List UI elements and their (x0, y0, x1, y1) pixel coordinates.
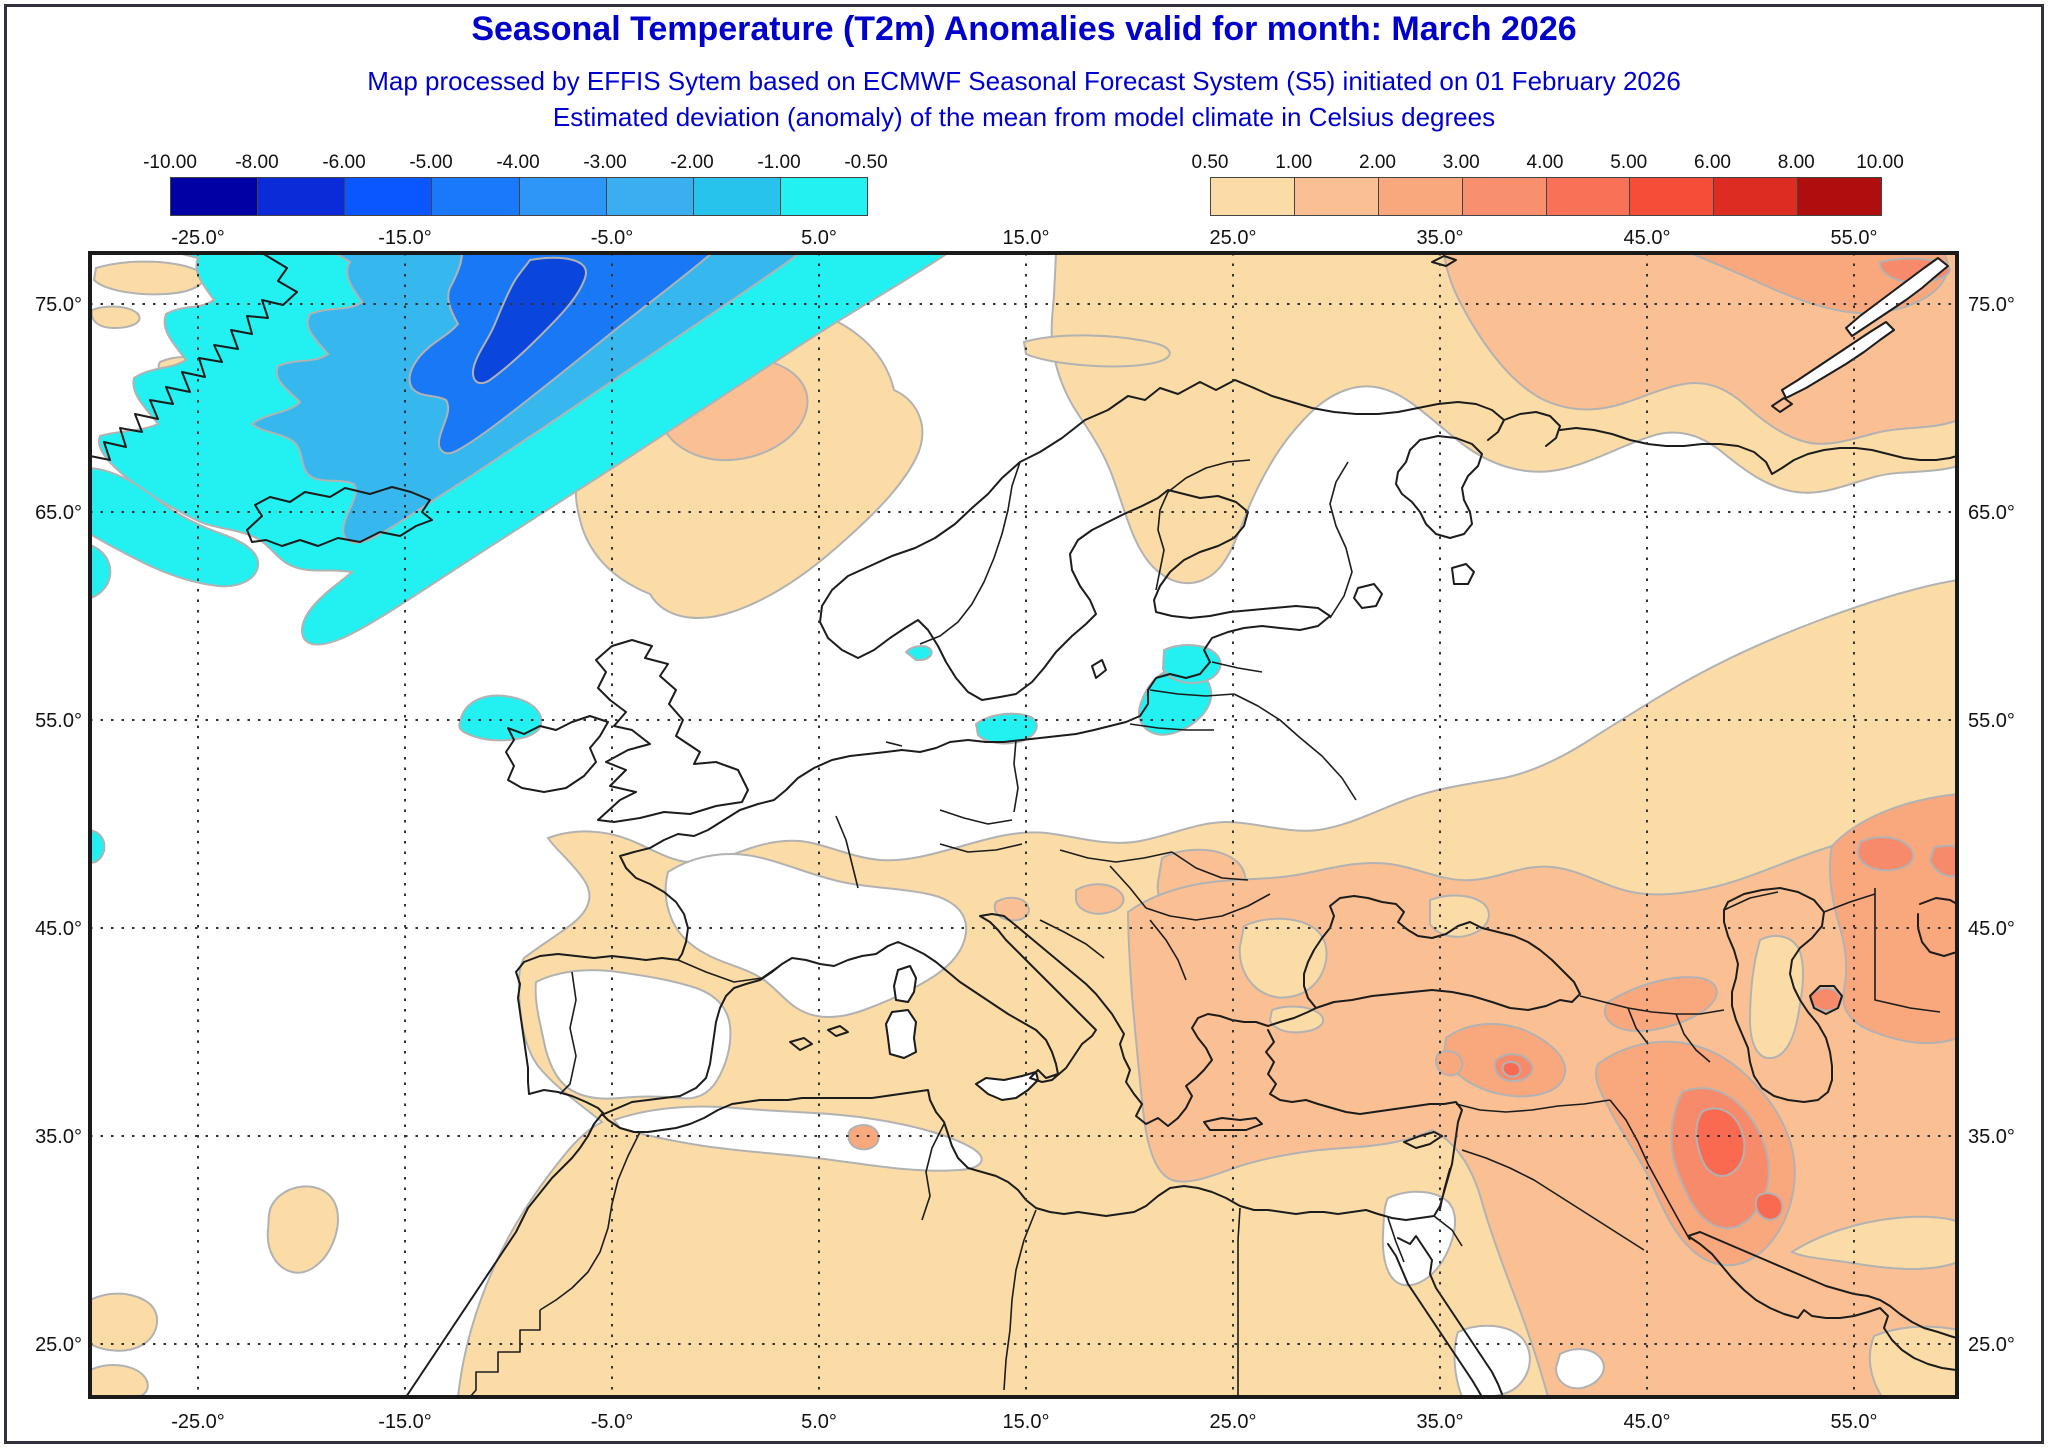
legend-negative-colorbar (170, 177, 868, 216)
lon-label-top: 35.0° (1417, 227, 1464, 249)
lon-label-bottom: 35.0° (1417, 1411, 1464, 1433)
lat-label-right: 75.0° (1968, 294, 2015, 316)
coastlines (90, 253, 1957, 1397)
legend-color-cell (1211, 178, 1295, 215)
lat-label-left: 75.0° (35, 294, 82, 316)
page-title: Seasonal Temperature (T2m) Anomalies val… (471, 10, 1577, 48)
legend-color-cell (1630, 178, 1715, 215)
lon-label-top: 5.0° (801, 227, 837, 249)
legend-tick-label: 0.50 (1191, 152, 1229, 173)
legend-tick-label: -3.00 (583, 152, 627, 173)
legend-color-cell (1714, 178, 1799, 215)
lon-label-bottom: 15.0° (1003, 1411, 1050, 1433)
legend-color-cell (345, 178, 433, 215)
lon-label-bottom: 55.0° (1831, 1411, 1878, 1433)
country-borders (469, 459, 1941, 1397)
lon-label-top: 45.0° (1624, 227, 1671, 249)
lon-label-bottom: 5.0° (801, 1411, 837, 1433)
legend-positive-labels: 0.50 1.00 2.00 3.00 4.00 5.00 6.00 8.00 10.00 (1192, 152, 1904, 174)
legend-tick-label: -1.00 (757, 152, 801, 173)
legend-tick-label: -8.00 (235, 152, 279, 173)
legend-tick-label: -4.00 (496, 152, 540, 173)
warm-anomaly-regions (90, 253, 1957, 1397)
legend-tick-label: -0.50 (844, 152, 888, 173)
lon-label-bottom: -25.0° (171, 1411, 225, 1433)
legend-tick-label: -5.00 (409, 152, 453, 173)
legend-negative-labels: -10.00 -8.00 -6.00 -5.00 -4.00 -3.00 -2.00 -1.0… (143, 152, 888, 174)
graticule (90, 253, 1957, 1397)
legend-tick-label: 10.00 (1856, 152, 1904, 173)
lat-label-right: 25.0° (1968, 1334, 2015, 1356)
legend-tick-label: 4.00 (1526, 152, 1564, 173)
page-subtitle-units: Estimated deviation (anomaly) of the mea… (552, 102, 1496, 132)
lon-label-top: 55.0° (1831, 227, 1878, 249)
legend-tick-label: 5.00 (1610, 152, 1648, 173)
lat-label-right: 45.0° (1968, 918, 2015, 940)
legend-color-cell (432, 178, 520, 215)
legend-color-cell (606, 178, 694, 215)
lat-label-right: 55.0° (1968, 710, 2015, 732)
lon-label-top: 15.0° (1003, 227, 1050, 249)
lon-label-bottom: 25.0° (1210, 1411, 1257, 1433)
lat-label-left: 25.0° (35, 1334, 82, 1356)
map-border (88, 251, 1959, 1399)
legend-tick-label: 6.00 (1694, 152, 1731, 173)
legend-color-cell (171, 178, 259, 215)
legend-color-cell (1294, 178, 1379, 215)
page-subtitle-source: Map processed by EFFIS Sytem based on EC… (367, 66, 1681, 96)
legend-tick-label: 1.00 (1275, 152, 1313, 173)
lon-label-bottom: -15.0° (378, 1411, 432, 1433)
lat-label-right: 35.0° (1968, 1126, 2015, 1148)
lon-label-top: 25.0° (1210, 227, 1257, 249)
legend-color-cell (1546, 178, 1631, 215)
lon-label-top: -5.0° (591, 227, 633, 249)
lon-label-bottom: -5.0° (591, 1411, 633, 1433)
lat-label-left: 65.0° (35, 502, 82, 524)
axis-labels: -25.0° -15.0° -5.0° 5.0° 15.0° 25.0° 35.0° 45.0… (35, 227, 2015, 1433)
lat-label-right: 65.0° (1968, 502, 2015, 524)
lat-label-left: 35.0° (35, 1126, 82, 1148)
cold-anomaly-regions (90, 253, 1222, 864)
legend-color-cell (258, 178, 346, 215)
lon-label-top: -15.0° (378, 227, 432, 249)
legend-color-cell (1798, 178, 1881, 215)
legend-positive-colorbar (1210, 177, 1882, 216)
legend-tick-label: -10.00 (143, 152, 197, 173)
legend-tick-label: 2.00 (1359, 152, 1396, 173)
legend-tick-label: -2.00 (670, 152, 714, 173)
lon-label-bottom: 45.0° (1624, 1411, 1671, 1433)
legend-tick-label: -6.00 (322, 152, 366, 173)
lon-label-top: -25.0° (171, 227, 225, 249)
legend-tick-label: 3.00 (1442, 152, 1480, 173)
legend-color-cell (693, 178, 781, 215)
legend-color-cell (1462, 178, 1547, 215)
legend-color-cell (1378, 178, 1463, 215)
legend-color-cell (780, 178, 867, 215)
lat-label-left: 45.0° (35, 918, 82, 940)
lat-label-left: 55.0° (35, 710, 82, 732)
legend-tick-label: 8.00 (1777, 152, 1815, 173)
legend-color-cell (519, 178, 607, 215)
